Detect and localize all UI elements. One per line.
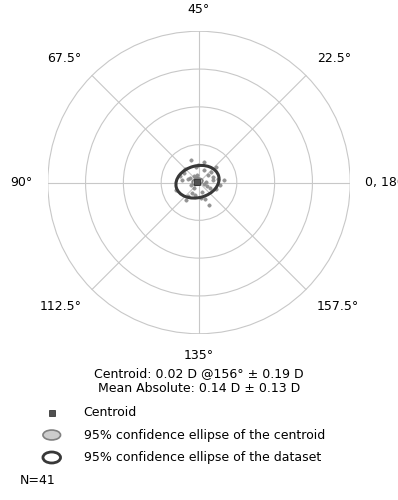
Text: 135°: 135° [184, 349, 214, 362]
Text: 90°: 90° [10, 176, 33, 189]
Text: 0, 180°: 0, 180° [365, 176, 398, 189]
Text: 45°: 45° [188, 3, 210, 16]
Ellipse shape [192, 178, 203, 186]
Text: 157.5°: 157.5° [317, 300, 359, 313]
Text: 22.5°: 22.5° [317, 52, 351, 65]
Text: Centroid: Centroid [84, 406, 137, 419]
Text: 95% confidence ellipse of the dataset: 95% confidence ellipse of the dataset [84, 451, 321, 464]
Text: Centroid: 0.02 D @156° ± 0.19 D: Centroid: 0.02 D @156° ± 0.19 D [94, 368, 304, 380]
Text: 67.5°: 67.5° [47, 52, 81, 65]
Text: 112.5°: 112.5° [39, 300, 81, 313]
Text: Mean Absolute: 0.14 D ± 0.13 D: Mean Absolute: 0.14 D ± 0.13 D [98, 382, 300, 396]
Text: N=41: N=41 [20, 474, 56, 486]
Text: 95% confidence ellipse of the centroid: 95% confidence ellipse of the centroid [84, 428, 325, 442]
Ellipse shape [43, 430, 60, 440]
